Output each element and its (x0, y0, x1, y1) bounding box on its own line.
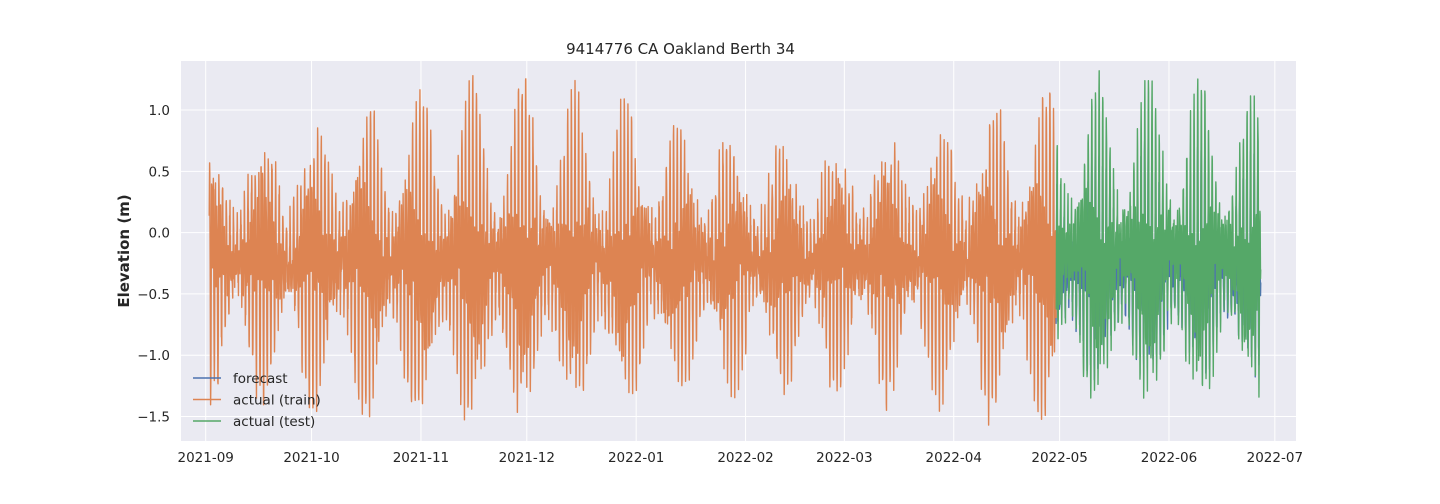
y-tick-label: 0.5 (149, 164, 170, 180)
x-tick-label: 2022-05 (1031, 450, 1087, 466)
legend-label: actual (test) (233, 414, 315, 430)
legend-label: actual (train) (233, 393, 321, 409)
x-tick-label: 2021-12 (499, 450, 555, 466)
x-tick-label: 2022-01 (608, 450, 664, 466)
x-tick-label: 2022-06 (1141, 450, 1197, 466)
y-tick-label: 1.0 (149, 103, 170, 119)
y-tick-label: 0.0 (149, 226, 170, 242)
x-tick-label: 2022-04 (926, 450, 982, 466)
plot-area: −1.5 −1.0 −0.5 0.0 0.5 1.0 2021-09 2021-10 2021-… (137, 61, 1303, 466)
y-tick-label: −1.0 (137, 348, 170, 364)
x-tick-label: 2022-07 (1247, 450, 1303, 466)
x-tick-label: 2021-11 (393, 450, 449, 466)
x-tick-label: 2022-03 (816, 450, 872, 466)
series-line-actual-train (208, 75, 1057, 426)
x-tick-label: 2021-09 (177, 450, 233, 466)
x-tick-label: 2021-10 (283, 450, 339, 466)
y-axis-label: Elevation (m) (115, 194, 133, 307)
x-tick-label: 2022-02 (717, 450, 773, 466)
series-line-actual-test (1055, 70, 1262, 399)
chart-title: 9414776 CA Oakland Berth 34 (566, 40, 795, 58)
y-tick-label: −1.5 (137, 409, 170, 425)
legend: forecast actual (train) actual (test) (193, 371, 321, 430)
y-tick-label: −0.5 (137, 287, 170, 303)
legend-label: forecast (233, 371, 288, 387)
